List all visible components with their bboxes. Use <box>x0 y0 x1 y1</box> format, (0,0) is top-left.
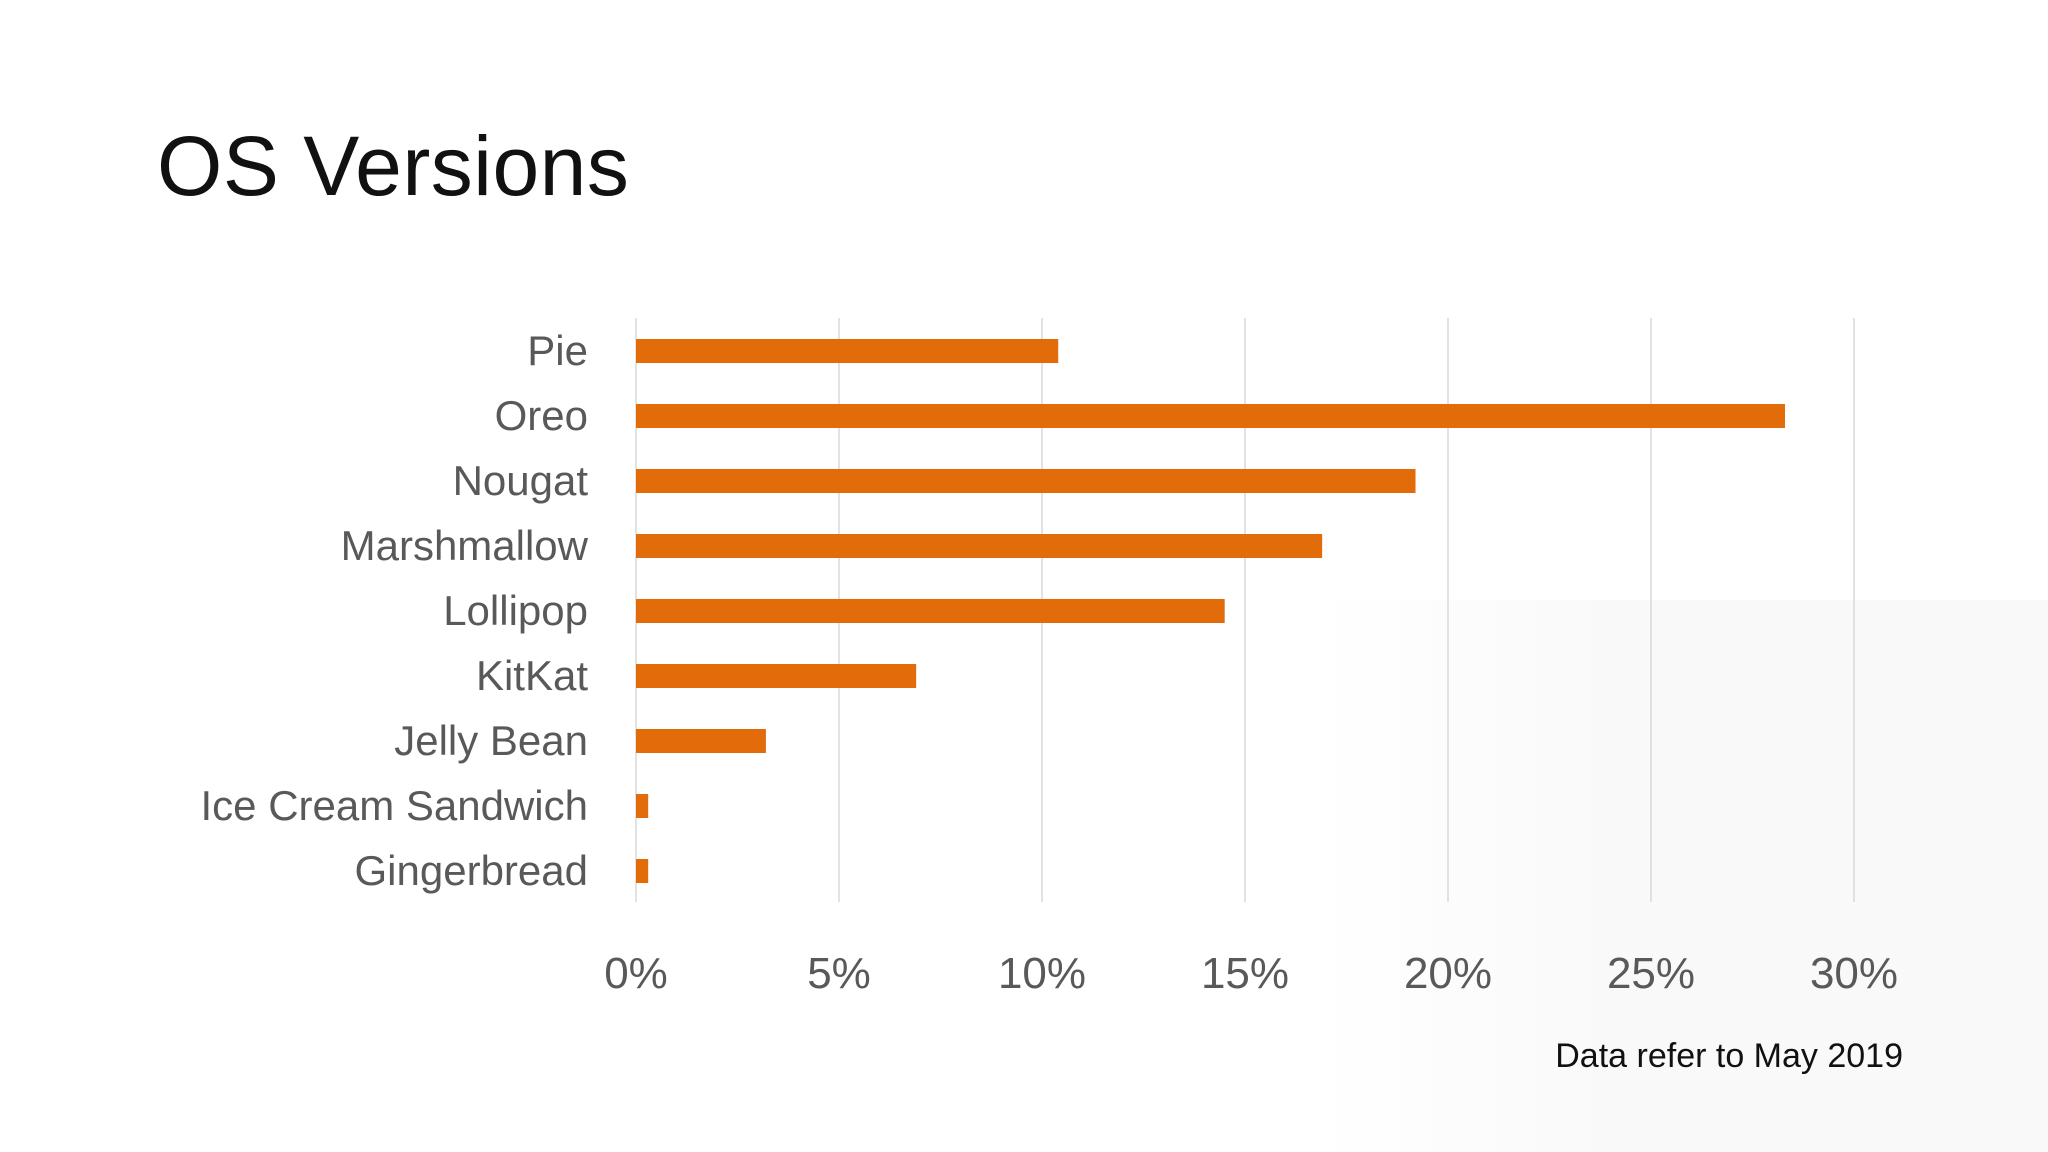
bar <box>636 664 917 688</box>
category-label: Gingerbread <box>355 847 588 894</box>
bar <box>636 404 1785 428</box>
category-label: Ice Cream Sandwich <box>201 782 589 829</box>
x-tick-label: 30% <box>1810 949 1898 998</box>
x-tick-label: 25% <box>1607 949 1695 998</box>
bar <box>636 794 649 818</box>
x-tick-label: 5% <box>807 949 871 998</box>
x-tick-label: 0% <box>604 949 668 998</box>
category-label: Nougat <box>453 457 589 504</box>
category-label: Jelly Bean <box>394 717 588 764</box>
x-tick-label: 20% <box>1404 949 1492 998</box>
bar <box>636 534 1323 558</box>
category-label: Lollipop <box>443 587 588 634</box>
category-label: Marshmallow <box>341 522 589 569</box>
x-tick-label: 10% <box>998 949 1086 998</box>
category-label: Oreo <box>495 392 588 439</box>
bar <box>636 729 766 753</box>
bar <box>636 859 649 883</box>
x-tick-label: 15% <box>1201 949 1289 998</box>
bar <box>636 599 1225 623</box>
category-label: KitKat <box>476 652 588 699</box>
bar <box>636 469 1416 493</box>
page-title: OS Versions <box>157 119 630 213</box>
bar <box>636 339 1059 363</box>
footnote: Data refer to May 2019 <box>1555 1037 1903 1075</box>
category-label: Pie <box>527 327 588 374</box>
